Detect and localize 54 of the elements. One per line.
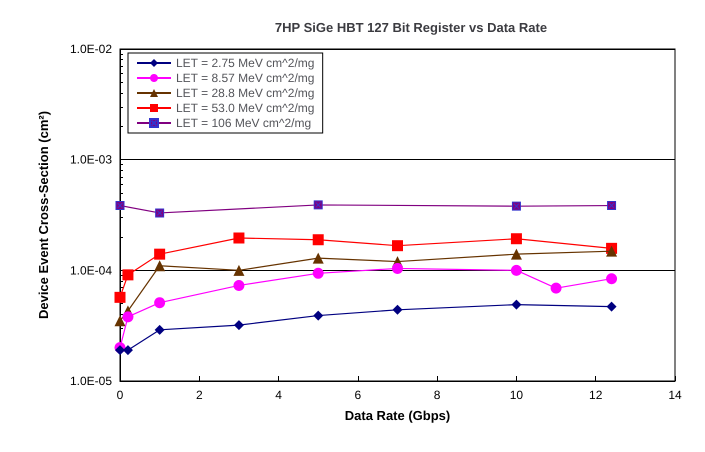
point: [606, 246, 618, 257]
point: [511, 300, 522, 310]
x-tick-label: 6: [354, 388, 362, 402]
point: [510, 233, 522, 244]
point: [154, 297, 166, 308]
point: [312, 268, 324, 279]
point: [512, 202, 521, 211]
legend-label: LET = 2.75 MeV cm^2/mg: [176, 56, 314, 70]
point: [312, 252, 324, 264]
x-tick-label: 8: [434, 388, 441, 402]
legend-label: LET = 106 MeV cm^2/mg: [176, 116, 312, 130]
x-tick-label: 4: [275, 388, 282, 402]
point: [122, 311, 134, 322]
point: [314, 200, 323, 210]
point: [114, 292, 126, 303]
x-tick-label: 10: [510, 388, 524, 402]
x-tick-label: 2: [196, 388, 203, 402]
point: [233, 232, 244, 244]
point: [392, 304, 402, 315]
point: [233, 280, 244, 291]
y-tick-label: 1.0E-02: [70, 42, 112, 56]
point: [606, 302, 617, 312]
point: [154, 248, 166, 260]
point: [154, 324, 165, 335]
point: [392, 240, 403, 252]
x-tick-label: 12: [589, 388, 603, 402]
legend-label: LET = 28.8 MeV cm^2/mg: [176, 86, 314, 100]
point: [114, 315, 126, 326]
point: [550, 282, 562, 294]
y-tick-label: 1.0E-03: [70, 152, 112, 167]
point: [155, 208, 164, 218]
x-tick-label: 14: [668, 388, 682, 402]
y-tick-label: 1.0E-04: [70, 263, 112, 278]
point: [233, 264, 244, 276]
point: [606, 273, 618, 284]
point: [312, 234, 324, 246]
y-axis-title: Device Event Cross-Section (cm²): [36, 110, 51, 320]
point: [122, 345, 133, 356]
legend-label: LET = 53.0 MeV cm^2/mg: [176, 101, 314, 115]
point: [392, 262, 403, 274]
x-axis-title: Data Rate (Gbps): [344, 408, 450, 423]
point: [122, 269, 134, 280]
point: [510, 264, 522, 276]
legend-label: LET = 8.57 MeV cm^2/mg: [176, 71, 314, 85]
point: [607, 201, 616, 210]
x-tick-label: 0: [116, 388, 124, 402]
y-tick-label: 1.0E-05: [70, 374, 112, 388]
chart-title: 7HP SiGe HBT 127 Bit Register vs Data Rate: [274, 20, 548, 35]
point: [510, 248, 522, 260]
point: [116, 201, 124, 210]
point: [115, 345, 125, 356]
point: [154, 260, 166, 272]
point: [313, 310, 324, 321]
point: [234, 320, 244, 330]
